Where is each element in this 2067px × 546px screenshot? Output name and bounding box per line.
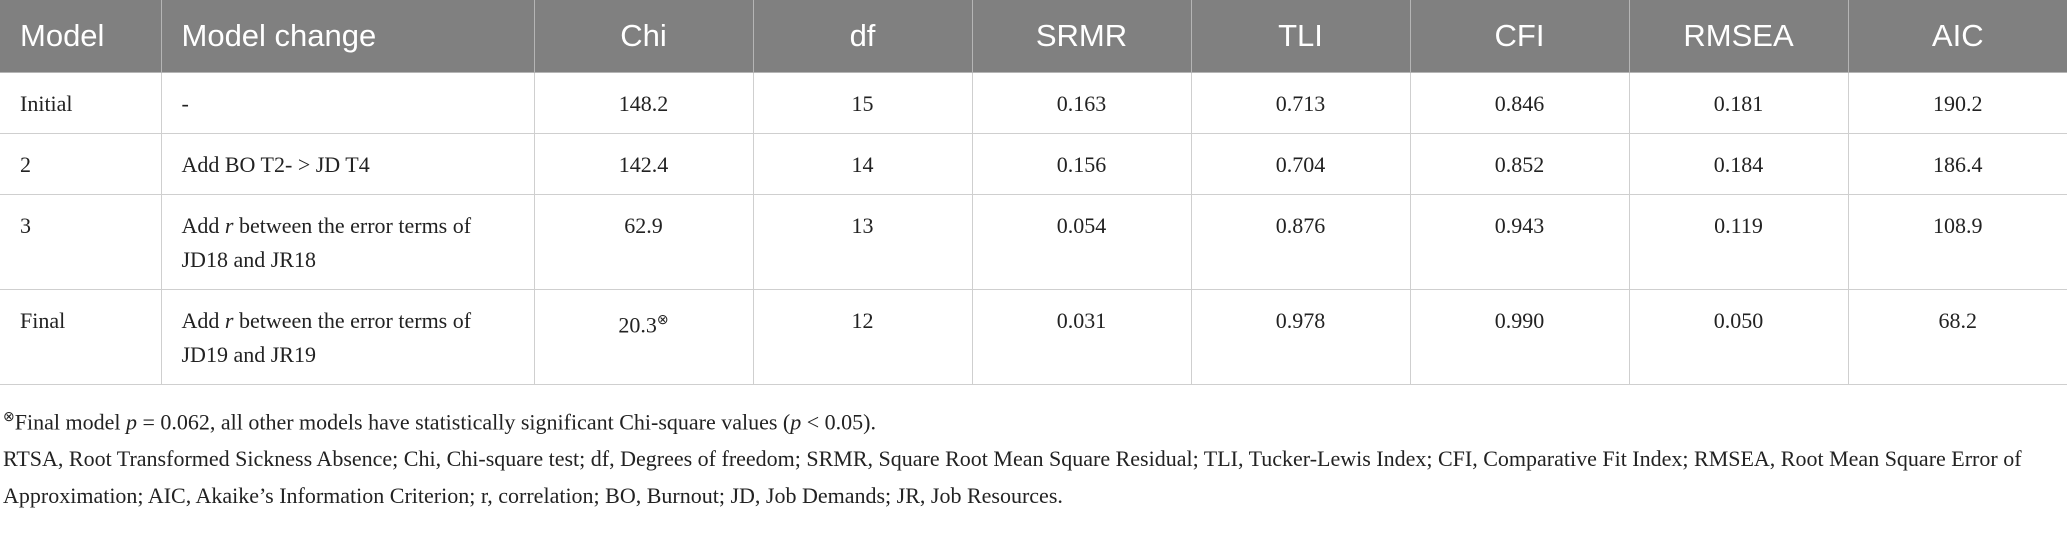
column-header: RMSEA — [1628, 0, 1849, 73]
cell: Final — [0, 289, 162, 385]
table-row: 2 Add BO T2- > JD T4 142.4 14 0.156 0.704 0.85… — [0, 133, 2067, 195]
cell: 12 — [752, 289, 973, 385]
column-header: CFI — [1409, 0, 1630, 73]
cell: 190.2 — [1847, 72, 2067, 134]
italic-text: p — [790, 409, 802, 435]
cell: 108.9 — [1847, 194, 2067, 290]
cell-text: Add r between the error terms of JD18 an… — [182, 209, 472, 277]
note-mark: ⊗ — [3, 410, 15, 425]
cell: 0.704 — [1190, 133, 1411, 195]
cell: 142.4 — [533, 133, 754, 195]
text: between the error terms of JD19 and JR19 — [181, 308, 472, 367]
cell: 0.054 — [971, 194, 1192, 290]
table-body: Initial -148.2 15 0.163 0.713 0.846 0.181 190.2… — [0, 72, 2067, 385]
cell: 0.050 — [1628, 289, 1849, 385]
cell: 15 — [752, 72, 973, 134]
column-header: Model — [0, 0, 162, 73]
cell: 0.181 — [1628, 72, 1849, 134]
cell: 186.4 — [1847, 133, 2067, 195]
cell-text: 20.3 — [618, 312, 657, 338]
cell: 0.978 — [1190, 289, 1411, 385]
column-header: Chi — [533, 0, 754, 73]
cell: - — [160, 72, 535, 134]
italic-text: r — [224, 213, 234, 238]
cell: 0.156 — [971, 133, 1192, 195]
footnote: RTSA, Root Transformed Sickness Absence;… — [3, 440, 2067, 514]
column-header: df — [752, 0, 973, 73]
header-row: Model Model change Chi df SRMR TLI CFI RMSEA AIC — [0, 0, 2067, 73]
italic-text: r — [224, 308, 234, 333]
cell: 0.943 — [1409, 194, 1630, 290]
cell: 0.031 — [971, 289, 1192, 385]
cell: 20.3⊗ — [533, 289, 754, 385]
table-row: Initial -148.2 15 0.163 0.713 0.846 0.181 190.2 — [0, 72, 2067, 134]
cell: 0.852 — [1409, 133, 1630, 195]
cell: 148.2 — [533, 72, 754, 134]
column-header: Model change — [160, 0, 535, 73]
fit-table: Model Model change Chi df SRMR TLI CFI RMSEA AIC… — [0, 0, 2067, 385]
cell: 0.876 — [1190, 194, 1411, 290]
cell: 0.163 — [971, 72, 1192, 134]
cell: Add r between the error terms of JD18 an… — [160, 194, 535, 290]
cell: 3 — [0, 194, 162, 290]
table-row: 3 Add r between the error terms of JD18 a… — [0, 194, 2067, 290]
column-header: TLI — [1190, 0, 1411, 73]
column-header: SRMR — [971, 0, 1192, 73]
cell-text: Add r between the error terms of JD19 an… — [182, 304, 472, 372]
cell: 62.9 — [533, 194, 754, 290]
cell: 0.713 — [1190, 72, 1411, 134]
text: Final model — [14, 409, 126, 435]
cell: 14 — [752, 133, 973, 195]
cell: 13 — [752, 194, 973, 290]
column-header: AIC — [1847, 0, 2067, 73]
note-mark: ⊗ — [656, 313, 669, 328]
footnotes: ⊗Final model p = 0.062, all other models… — [0, 399, 2067, 514]
text: RTSA, Root Transformed Sickness Absence;… — [3, 446, 2022, 509]
cell: 68.2 — [1847, 289, 2067, 385]
cell: 0.184 — [1628, 133, 1849, 195]
text: = 0.062, all other models have statistic… — [136, 409, 791, 435]
cell: Initial — [0, 72, 162, 134]
footnote: ⊗Final model p = 0.062, all other models… — [3, 399, 2067, 440]
text: < 0.05). — [801, 409, 876, 435]
italic-text: p — [125, 409, 137, 435]
cell: 0.846 — [1409, 72, 1630, 134]
cell: Add r between the error terms of JD19 an… — [160, 289, 535, 385]
cell: 2 — [0, 133, 162, 195]
text: between the error terms of JD18 and JR18 — [181, 213, 472, 272]
cell: 0.990 — [1409, 289, 1630, 385]
text: Add — [181, 213, 225, 238]
cell: 0.119 — [1628, 194, 1849, 290]
table-row: Final Add r between the error terms of JD… — [0, 289, 2067, 385]
cell: Add BO T2- > JD T4 — [160, 133, 535, 195]
text: Add — [181, 308, 225, 333]
